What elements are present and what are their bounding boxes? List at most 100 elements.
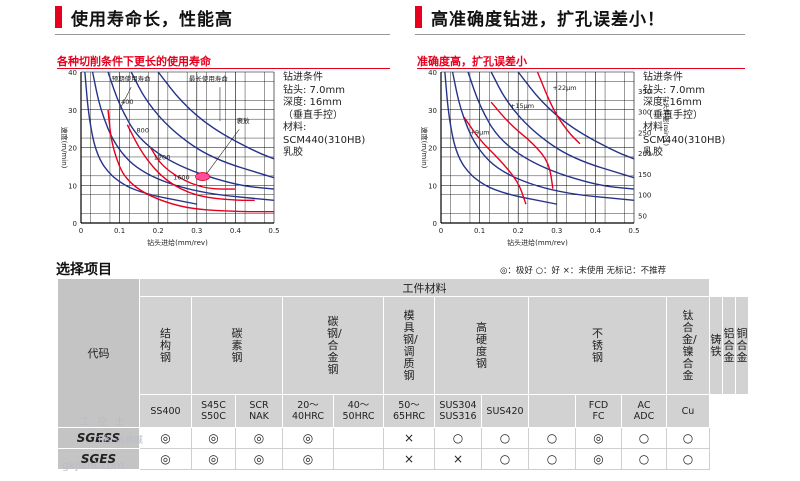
y2-tick-label: 100: [638, 192, 651, 200]
y-tick-label: 0: [433, 220, 437, 228]
optimal-zone-marker: [195, 172, 210, 181]
annotation-pointer: [119, 86, 132, 110]
grade-label: AC ADC: [633, 400, 655, 422]
x-tick-label: 0.4: [590, 227, 602, 235]
y-tick-label: 20: [428, 145, 437, 153]
material-category-label: 结构钢: [160, 326, 171, 364]
y-tick-label: 40: [68, 69, 77, 77]
suitability-mark: ◎: [282, 427, 334, 449]
material-category: 碳钢/合金钢: [282, 296, 384, 395]
series-line: [467, 71, 635, 190]
suitability-mark: ○: [666, 427, 710, 449]
suitability-mark: ◎: [575, 427, 622, 449]
material-category-label: 碳素钢: [231, 326, 243, 364]
suitability-mark: ◎: [139, 427, 192, 449]
grade-label: 20～40HRC: [292, 400, 324, 422]
y-tick-label: 30: [428, 107, 437, 115]
chart-annotation: 1600: [173, 174, 190, 182]
condition-line: 材料:: [283, 122, 307, 133]
suitability-mark: ○: [434, 427, 482, 449]
code-header: 代码: [57, 278, 140, 428]
suitability-mark: [333, 448, 384, 470]
left-heading-text: 使用寿命长，性能高: [71, 9, 233, 30]
suitability-mark: ×: [434, 448, 482, 470]
condition-line: 乳胶: [283, 147, 303, 158]
chart-annotation: +9μm: [470, 128, 490, 136]
x-tick-label: 0.3: [191, 227, 202, 235]
material-category: 铝合金: [722, 296, 736, 395]
y-tick-label: 40: [428, 69, 437, 77]
suitability-mark: ○: [621, 427, 667, 449]
chart-annotation: 800: [137, 126, 149, 134]
suitability-mark: ◎: [235, 427, 283, 449]
chart-annotation: +15μm: [510, 102, 534, 110]
series-line: [149, 147, 236, 190]
suitability-mark: ×: [383, 448, 435, 470]
x-tick-label: 0.4: [230, 227, 242, 235]
condition-line: 乳胶: [643, 147, 663, 158]
condition-line: SCM440(310HB): [643, 134, 726, 146]
y-tick-label: 0: [73, 220, 77, 228]
suitability-mark: ◎: [235, 448, 283, 470]
grade-label: Cu: [681, 405, 695, 417]
grade-label: SUS420: [486, 405, 524, 417]
right-drilling-conditions: 钻进条件 钻头: 7.0mm 深度: 16mm （垂直手控） 材料: SCM44…: [643, 72, 725, 160]
series-line: [490, 101, 554, 190]
y-tick-label: 30: [68, 107, 77, 115]
material-category-label: 不锈钢: [592, 326, 603, 364]
series-line: [91, 71, 275, 202]
grade-cell: Cu: [666, 394, 710, 428]
grade-label: SUS304 SUS316: [439, 400, 477, 422]
series-line: [126, 124, 255, 202]
chart-annotation: 400: [121, 98, 133, 106]
series-line: [107, 109, 274, 213]
grade-cell: SS400: [139, 394, 192, 428]
x-tick-label: 0.1: [114, 227, 125, 235]
suitability-mark: ○: [528, 448, 576, 470]
left-drilling-conditions: 钻进条件 钻头: 7.0mm 深度: 16mm （垂直手控） 材料: SCM44…: [283, 72, 365, 160]
material-category-label: 高硬度钢: [476, 320, 487, 370]
suitability-mark: ○: [621, 448, 667, 470]
y2-tick-label: 350: [638, 88, 651, 96]
series-line: [463, 116, 527, 205]
suitability-mark: ○: [666, 448, 710, 470]
y2-tick-label: 200: [638, 150, 651, 158]
series-line: [490, 71, 635, 179]
material-category: 碳素钢: [191, 296, 283, 395]
chart-annotation: 预期使用寿命: [112, 74, 151, 83]
selection-title: 选择项目: [56, 262, 112, 278]
table-row: SGES ◎ ◎ ◎ ◎ × × ○ ○ ◎ ○ ○: [57, 448, 749, 470]
grade-label: S45C S50C: [201, 400, 226, 422]
grade-label: SCR NAK: [249, 400, 269, 422]
x-axis-label: 钻头进给(mm/rev): [507, 238, 568, 247]
grade-cell: SUS304 SUS316: [434, 394, 482, 428]
grade-label: 50～65HRC: [393, 400, 425, 422]
mark-legend: ◎：极好 ○：好 ×：未使用 无标记：不推荐: [500, 266, 667, 276]
series-line: [157, 71, 275, 160]
left-heading: 使用寿命长，性能高: [55, 0, 233, 34]
watermark-tag: 工控·品商城: [95, 436, 143, 446]
grade-cell: 40～50HRC: [333, 394, 384, 428]
watermark-brand: 工 控 士: [80, 417, 127, 428]
y-tick-label: 10: [428, 182, 437, 190]
material-category-label: 铝合金: [723, 326, 735, 364]
grade-label: SS400: [150, 405, 181, 417]
chart-annotation: +22μm: [552, 84, 576, 92]
grade-cell: S45C S50C: [191, 394, 236, 428]
condition-line: SCM440(310HB): [283, 134, 366, 146]
y2-tick-label: 150: [638, 171, 651, 179]
x-tick-label: 0.5: [628, 227, 639, 235]
right-subtitle: 准确度高，扩孔误差小: [417, 55, 527, 68]
suitability-mark: ○: [481, 427, 529, 449]
right-accuracy-chart: 0 0.1 0.2 0.3 0.4 0.5 0 10 20 30 40 钻头进给(mm/rev) 速度(…: [420, 69, 669, 247]
selection-table: 代码 工件材料 结构钢 碳素钢 碳钢/合金钢 模具钢/调质钢 高硬度钢 不锈钢 钛合金/镍合…: [57, 278, 749, 470]
chart-annotation: 1200: [154, 154, 171, 162]
material-category: 铜合金: [735, 296, 749, 395]
suitability-mark: ◎: [191, 448, 236, 470]
x-tick-label: 0.1: [474, 227, 485, 235]
x-tick-label: 0.2: [153, 227, 164, 235]
left-subtitle-rule: [57, 68, 390, 69]
condition-line: 钻头: 7.0mm: [643, 84, 705, 96]
suitability-mark: ◎: [191, 427, 236, 449]
material-category: 高硬度钢: [434, 296, 529, 395]
